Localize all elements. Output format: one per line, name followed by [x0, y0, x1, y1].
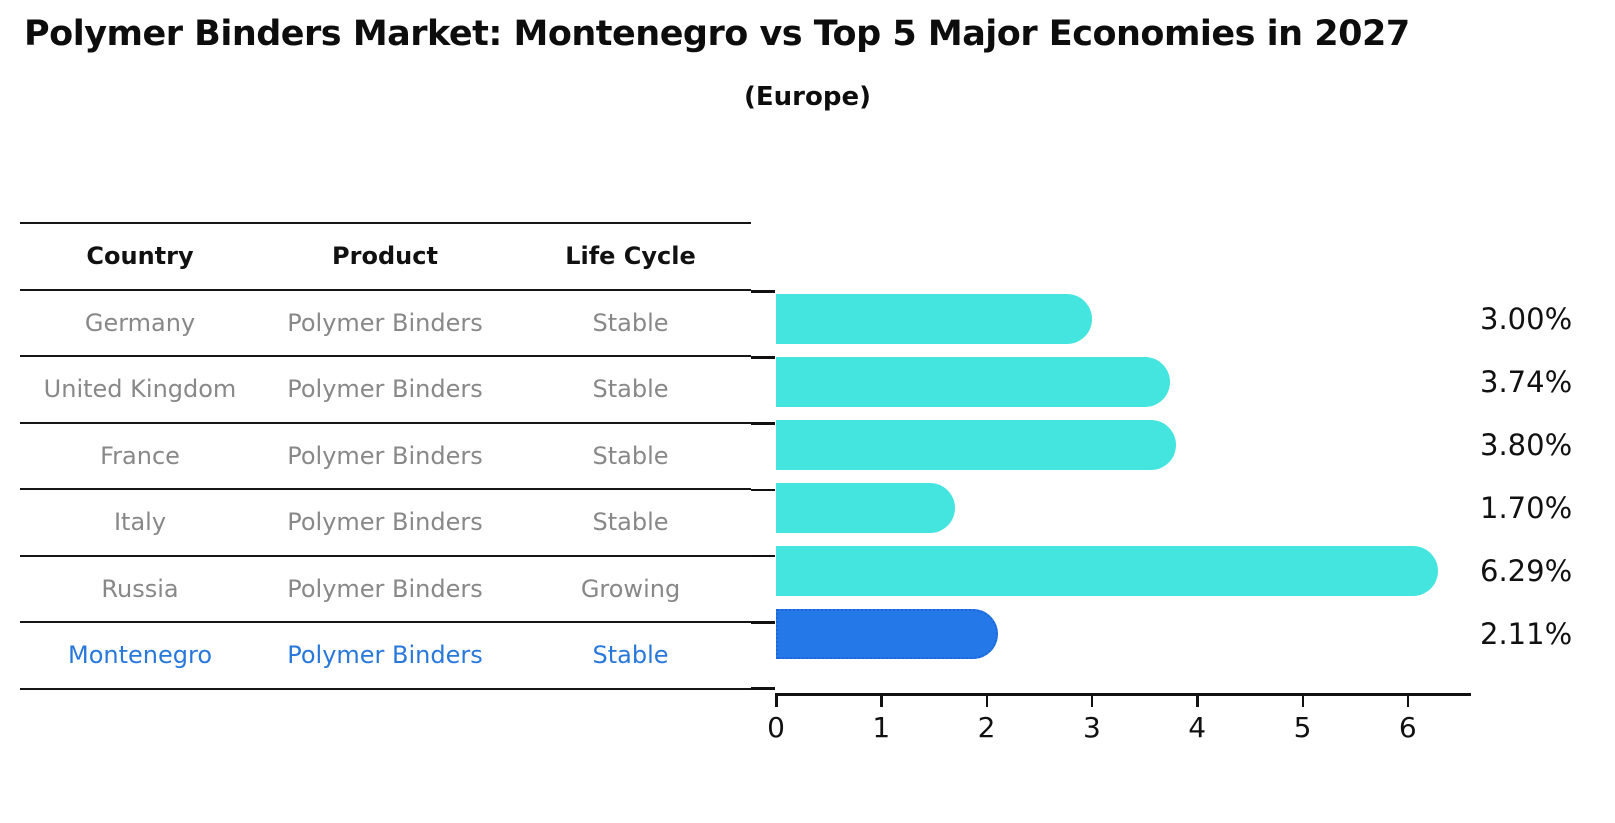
cell-life-cycle: Stable [592, 508, 669, 537]
cell-product: Polymer Binders [287, 441, 483, 470]
table-header-row: Country Product Life Cycle [20, 224, 751, 291]
x-axis-tick-4 [1196, 696, 1199, 707]
cell-product: Polymer Binders [287, 641, 483, 670]
country-table: Country Product Life Cycle Germany Polym… [20, 222, 751, 690]
bar-russia [776, 546, 1439, 596]
value-label-russia: 6.29% [1480, 554, 1573, 588]
table-row-italy: Italy Polymer Binders Stable [20, 490, 751, 557]
cell-product: Polymer Binders [287, 308, 483, 337]
cell-country: Russia [101, 574, 179, 603]
cell-life-cycle: Stable [592, 641, 669, 670]
bar-montenegro [776, 609, 999, 659]
y-axis-boundary-tick [751, 687, 775, 690]
x-axis-tick-label-2: 2 [977, 711, 996, 744]
x-axis-tick-5 [1301, 696, 1304, 707]
table-row-germany: Germany Polymer Binders Stable [20, 291, 751, 357]
bar-france [776, 420, 1177, 470]
value-label-germany: 3.00% [1480, 302, 1573, 336]
cell-life-cycle: Stable [592, 441, 669, 470]
x-axis-tick-label-5: 5 [1293, 711, 1312, 744]
y-axis-boundary-tick [751, 356, 775, 359]
cell-country: Germany [84, 308, 196, 337]
page-subtitle: (Europe) [744, 82, 871, 112]
x-axis-tick-label-3: 3 [1082, 711, 1101, 744]
x-axis-tick-label-6: 6 [1398, 711, 1417, 744]
x-axis-tick-label-0: 0 [767, 711, 785, 744]
x-axis-tick-label-4: 4 [1188, 711, 1207, 744]
y-axis-boundary-tick [751, 488, 775, 492]
x-axis-tick-3 [1090, 696, 1094, 707]
value-label-montenegro: 2.11% [1480, 617, 1573, 651]
y-axis-boundary-tick [751, 554, 775, 558]
x-axis-tick-1 [880, 696, 883, 707]
cell-life-cycle: Stable [592, 308, 669, 337]
y-axis-boundary-tick [751, 290, 775, 293]
column-header-product: Product [332, 242, 438, 271]
table-row-montenegro: Montenegro Polymer Binders Stable [20, 623, 751, 690]
value-label-france: 3.80% [1480, 428, 1573, 462]
column-header-life-cycle: Life Cycle [565, 242, 696, 271]
x-axis-line [775, 693, 1471, 696]
y-axis-boundary-tick [751, 621, 775, 624]
y-axis-boundary-tick [751, 422, 775, 425]
cell-product: Polymer Binders [287, 375, 483, 404]
page-title: Polymer Binders Market: Montenegro vs To… [24, 14, 1410, 54]
bar-italy [776, 483, 955, 533]
cell-life-cycle: Growing [580, 574, 681, 603]
cell-product: Polymer Binders [287, 508, 483, 537]
x-axis-tick-6 [1406, 696, 1410, 707]
x-axis-tick-0 [775, 696, 778, 707]
cell-product: Polymer Binders [287, 574, 483, 603]
bar-united-kingdom [776, 357, 1170, 407]
table-row-france: France Polymer Binders Stable [20, 424, 751, 490]
table-row-united-kingdom: United Kingdom Polymer Binders Stable [20, 357, 751, 424]
cell-country: United Kingdom [43, 375, 237, 404]
cell-country: Italy [113, 508, 167, 537]
cell-country: France [100, 441, 180, 470]
cell-life-cycle: Stable [592, 375, 669, 404]
bar-germany [776, 294, 1092, 344]
x-axis-tick-2 [985, 696, 989, 707]
value-label-italy: 1.70% [1480, 491, 1573, 525]
table-row-russia: Russia Polymer Binders Growing [20, 557, 751, 623]
value-label-united-kingdom: 3.74% [1480, 365, 1573, 399]
cell-country: Montenegro [67, 641, 212, 670]
column-header-country: Country [86, 242, 194, 271]
x-axis-tick-label-1: 1 [872, 711, 891, 744]
